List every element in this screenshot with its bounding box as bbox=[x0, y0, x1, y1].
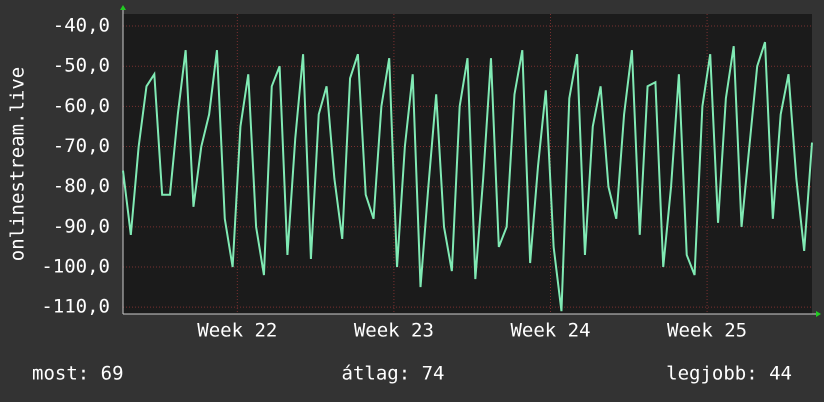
y-tick-label: -100,0 bbox=[41, 256, 110, 278]
axis-arrow bbox=[120, 5, 126, 10]
y-tick-label: -70,0 bbox=[53, 135, 110, 157]
y-tick-label: -90,0 bbox=[53, 215, 110, 237]
y-tick-label: -110,0 bbox=[41, 296, 110, 318]
y-tick-label: -50,0 bbox=[53, 55, 110, 77]
y-axis-label: onlinestream.live bbox=[7, 67, 29, 261]
y-tick-label: -60,0 bbox=[53, 95, 110, 117]
stat: most: 69 bbox=[32, 363, 124, 385]
axis-arrow bbox=[816, 311, 821, 317]
stat: legjobb: 44 bbox=[666, 363, 792, 385]
x-tick-label: Week 22 bbox=[197, 320, 277, 342]
y-tick-label: -80,0 bbox=[53, 175, 110, 197]
y-tick-label: -40,0 bbox=[53, 15, 110, 37]
x-tick-label: Week 23 bbox=[354, 320, 434, 342]
line bbox=[122, 41, 813, 312]
x-tick-label: Week 25 bbox=[667, 320, 747, 342]
stat: átlag: 74 bbox=[342, 363, 445, 385]
x-tick-label: Week 24 bbox=[510, 320, 590, 342]
